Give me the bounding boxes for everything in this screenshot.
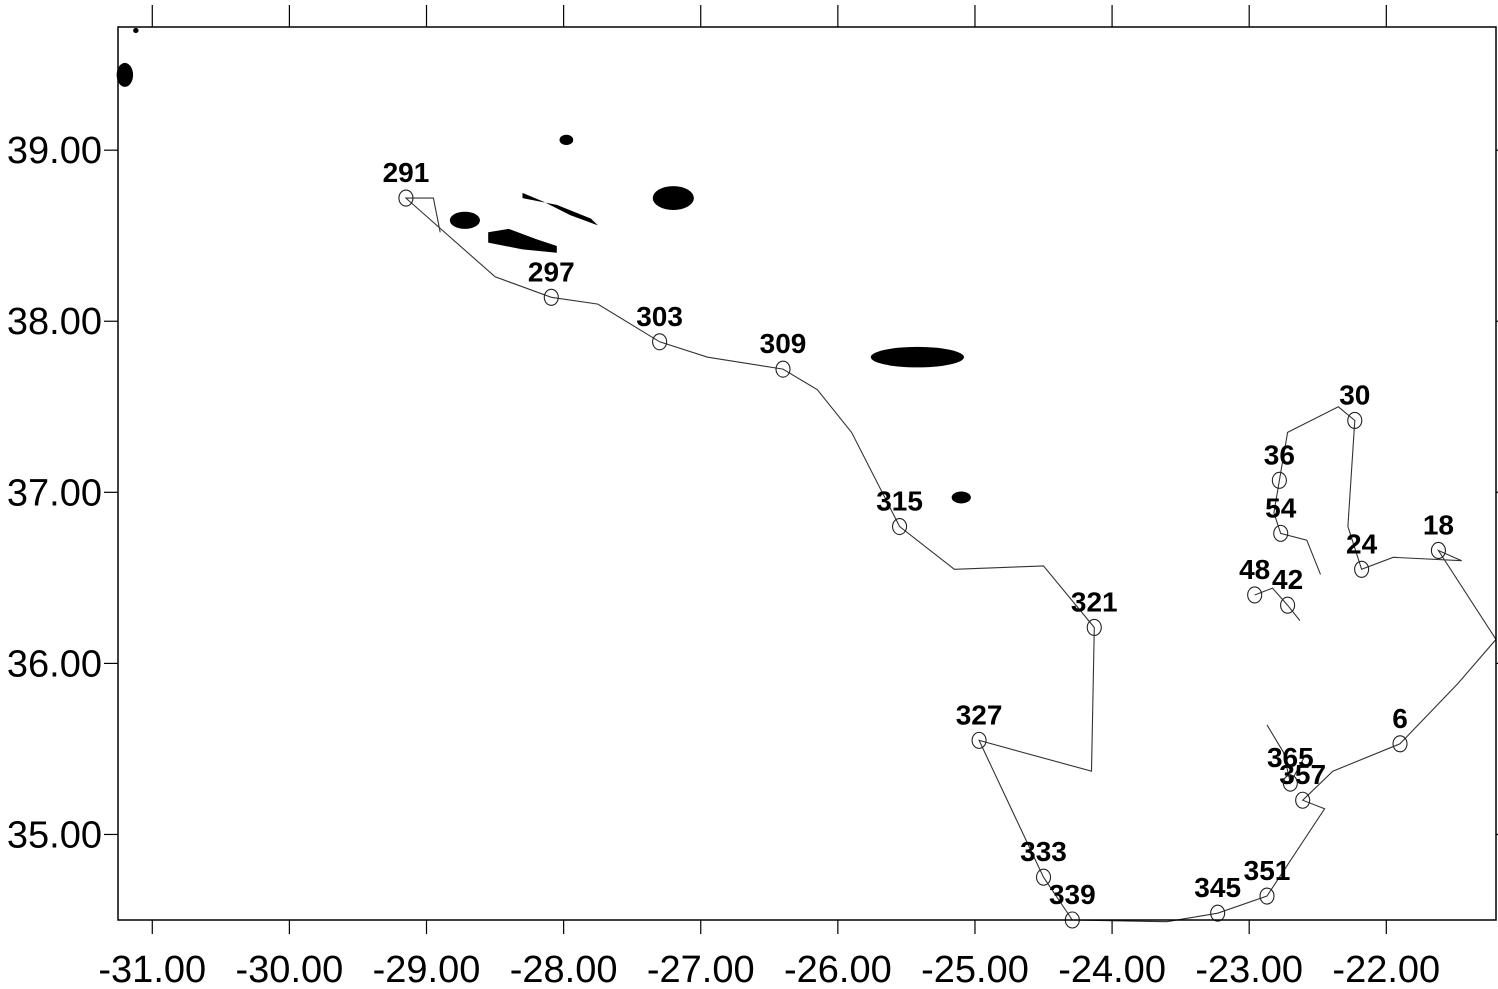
track-point: 42 bbox=[1272, 564, 1303, 614]
point-label: 36 bbox=[1264, 439, 1295, 470]
y-tick-label: 36.00 bbox=[7, 643, 102, 685]
point-marker bbox=[775, 360, 791, 378]
x-tick-label: -30.00 bbox=[236, 949, 344, 989]
track-point: 6 bbox=[1392, 703, 1408, 753]
y-tick-label: 35.00 bbox=[7, 814, 102, 856]
point-label: 30 bbox=[1339, 379, 1370, 410]
island-graciosa bbox=[559, 134, 574, 146]
track-point: 315 bbox=[876, 486, 923, 536]
point-label: 291 bbox=[383, 157, 430, 188]
point-label: 18 bbox=[1423, 509, 1454, 540]
track-point: 321 bbox=[1071, 586, 1118, 637]
point-label: 24 bbox=[1346, 528, 1378, 559]
point-marker bbox=[1259, 887, 1275, 905]
track-point: 54 bbox=[1265, 492, 1297, 542]
x-tick-label: -28.00 bbox=[510, 949, 618, 989]
point-label: 315 bbox=[876, 486, 923, 517]
island-terceira bbox=[652, 186, 694, 211]
y-axis: 35.00 36.00 37.00 38.00 39.00 bbox=[7, 130, 1498, 856]
track-point: 345 bbox=[1194, 872, 1241, 922]
point-label: 321 bbox=[1071, 586, 1118, 617]
island-sao-miguel bbox=[870, 346, 964, 368]
island-sao-jorge bbox=[522, 192, 598, 226]
track-point: 303 bbox=[636, 301, 683, 351]
point-marker bbox=[543, 288, 559, 306]
point-label: 48 bbox=[1239, 554, 1270, 585]
point-marker bbox=[1210, 904, 1226, 922]
island-faial bbox=[449, 211, 480, 229]
point-label: 327 bbox=[956, 699, 1003, 730]
track-point: 357 bbox=[1279, 759, 1326, 809]
point-marker bbox=[892, 517, 908, 536]
y-tick-label: 37.00 bbox=[7, 472, 102, 514]
point-label: 297 bbox=[528, 256, 575, 287]
point-label: 309 bbox=[760, 328, 807, 359]
island-pico bbox=[488, 228, 557, 253]
point-marker bbox=[1392, 735, 1408, 753]
track-point: 36 bbox=[1264, 439, 1295, 489]
track-point: 365 bbox=[1267, 742, 1314, 792]
track-point: 309 bbox=[760, 328, 807, 378]
x-tick-label: -27.00 bbox=[647, 949, 755, 989]
point-label: 303 bbox=[636, 301, 683, 332]
point-label: 357 bbox=[1279, 759, 1326, 790]
track-point: 291 bbox=[383, 157, 430, 207]
point-marker bbox=[971, 731, 987, 749]
point-label: 42 bbox=[1272, 564, 1303, 595]
point-marker bbox=[398, 189, 414, 207]
track-point: 30 bbox=[1339, 379, 1370, 430]
track-point: 327 bbox=[956, 699, 1003, 749]
point-label: 54 bbox=[1265, 492, 1297, 523]
x-tick-label: -23.00 bbox=[1195, 949, 1303, 989]
y-tick-label: 39.00 bbox=[7, 130, 102, 172]
x-tick-label: -31.00 bbox=[98, 949, 206, 989]
track-line bbox=[404, 197, 1497, 923]
island-santa-maria bbox=[951, 491, 971, 504]
island-flores bbox=[116, 62, 134, 87]
point-marker bbox=[1271, 471, 1287, 489]
track-point: 18 bbox=[1423, 509, 1454, 560]
track-point: 297 bbox=[528, 256, 575, 306]
track-layer bbox=[404, 197, 1497, 923]
point-marker bbox=[1354, 560, 1370, 578]
x-axis: -31.00 -30.00 -29.00 -28.00 -27.00 -26.00 -25.… bbox=[98, 5, 1440, 989]
x-tick-label: -26.00 bbox=[784, 949, 892, 989]
point-marker bbox=[1347, 411, 1363, 430]
x-tick-label: -25.00 bbox=[921, 949, 1029, 989]
track-line bbox=[1266, 724, 1305, 785]
point-marker bbox=[1280, 596, 1296, 614]
track-point: 48 bbox=[1239, 554, 1270, 604]
point-marker bbox=[1035, 868, 1052, 886]
point-marker bbox=[652, 333, 668, 351]
islands-layer bbox=[116, 27, 971, 504]
track-point: 24 bbox=[1346, 528, 1378, 578]
track-point: 339 bbox=[1049, 879, 1096, 929]
point-label: 339 bbox=[1049, 879, 1096, 910]
island-corvo bbox=[133, 27, 139, 33]
track-point: 333 bbox=[1020, 836, 1067, 886]
x-tick-label: -24.00 bbox=[1058, 949, 1166, 989]
point-marker bbox=[1086, 618, 1102, 637]
point-marker bbox=[1273, 524, 1289, 542]
point-marker bbox=[1282, 774, 1298, 792]
x-tick-label: -29.00 bbox=[373, 949, 481, 989]
track-line bbox=[1254, 587, 1301, 621]
point-marker bbox=[1295, 791, 1311, 809]
point-marker bbox=[1430, 541, 1446, 560]
y-tick-label: 38.00 bbox=[7, 301, 102, 343]
point-label: 365 bbox=[1267, 742, 1314, 773]
map-frame bbox=[117, 26, 1497, 921]
track-point: 351 bbox=[1244, 855, 1291, 905]
point-marker bbox=[1247, 586, 1263, 604]
point-label: 333 bbox=[1020, 836, 1067, 867]
point-label: 351 bbox=[1244, 855, 1291, 886]
point-label: 345 bbox=[1194, 872, 1241, 903]
x-tick-label: -22.00 bbox=[1332, 949, 1440, 989]
point-label: 6 bbox=[1392, 703, 1408, 734]
